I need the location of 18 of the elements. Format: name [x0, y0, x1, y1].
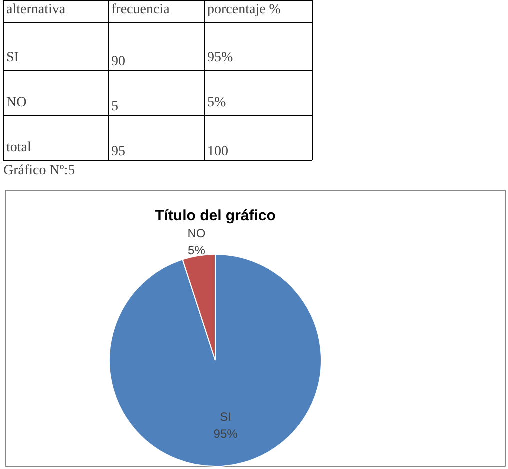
data-label: 95% — [214, 426, 238, 441]
slice-label: SI — [220, 410, 232, 424]
text: 5% — [208, 96, 226, 110]
data-label: 5% — [188, 243, 206, 258]
text: 95 — [112, 144, 126, 160]
chart-title: Título del gráfico — [155, 208, 276, 224]
text: 100 — [208, 144, 228, 160]
text: Gráfico Nº:5 — [4, 164, 76, 178]
text: porcentaje % — [208, 2, 282, 18]
text: 5 — [112, 100, 118, 114]
text: frecuencia — [112, 2, 171, 18]
text: total — [6, 140, 32, 156]
text: 95% — [208, 50, 234, 66]
slice-label: NO — [188, 226, 206, 241]
text: NO — [6, 96, 27, 110]
text: alternativa — [6, 2, 66, 18]
text: SI — [6, 50, 20, 66]
text: 90 — [112, 54, 126, 70]
